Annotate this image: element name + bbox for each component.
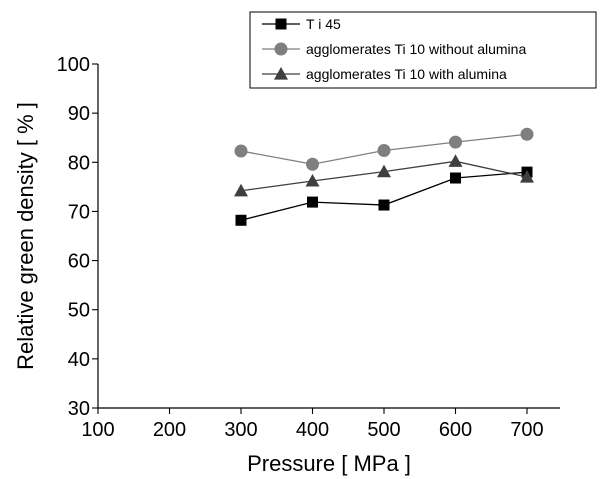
y-axis-title: Relative green density [ % ]	[13, 102, 38, 370]
legend-item: agglomerates Ti 10 without alumina	[262, 41, 526, 57]
x-tick-label: 400	[296, 419, 329, 441]
legend: T i 45 agglomerates Ti 10 without alumina…	[249, 11, 597, 89]
series-layer	[234, 127, 534, 226]
data-point	[234, 183, 248, 197]
y-tick-label: 60	[68, 251, 90, 273]
legend-label: agglomerates Ti 10 without alumina	[306, 41, 526, 57]
data-point	[306, 157, 319, 171]
y-tick-label: 30	[68, 398, 90, 420]
legend-box	[249, 11, 597, 89]
data-point	[520, 127, 534, 141]
legend-label: T i 45	[306, 16, 341, 32]
x-axis-title: Pressure [ MPa ]	[247, 451, 411, 476]
data-point	[307, 196, 318, 208]
y-tick-label: 80	[68, 152, 90, 174]
legend-marker	[274, 42, 288, 56]
data-point	[377, 143, 391, 157]
y-tick-label: 70	[68, 201, 90, 223]
series-3	[234, 154, 534, 197]
y-tick-label: 50	[68, 300, 90, 322]
series-line	[240, 171, 528, 221]
x-tick-label: 100	[81, 419, 114, 441]
data-point	[520, 170, 534, 183]
legend-marker	[275, 18, 287, 30]
y-tick-label: 40	[68, 349, 90, 371]
data-point	[377, 164, 391, 178]
data-point	[378, 199, 390, 211]
legend-item: T i 45	[262, 16, 341, 32]
legend-item: agglomerates Ti 10 with alumina	[262, 66, 507, 82]
data-point	[448, 154, 463, 167]
data-point	[305, 173, 320, 187]
x-tick-label: 200	[153, 419, 186, 441]
axes	[97, 64, 560, 409]
x-tick-label: 500	[367, 419, 400, 441]
legend-label: agglomerates Ti 10 with alumina	[306, 66, 507, 82]
data-point	[450, 172, 461, 184]
x-tick-label: 600	[439, 419, 472, 441]
x-tick-label: 300	[224, 419, 257, 441]
legend-marker	[274, 67, 288, 80]
series-2	[234, 127, 534, 171]
y-tick-label: 100	[57, 54, 90, 76]
y-tick-label: 90	[68, 103, 90, 125]
x-tick-label: 700	[510, 419, 543, 441]
ticks: 100 200 300 400 500 600 700 30 40 50 60 70 80 90 100	[57, 54, 544, 441]
data-point	[235, 214, 247, 226]
data-point	[234, 144, 248, 158]
data-point	[449, 135, 462, 149]
